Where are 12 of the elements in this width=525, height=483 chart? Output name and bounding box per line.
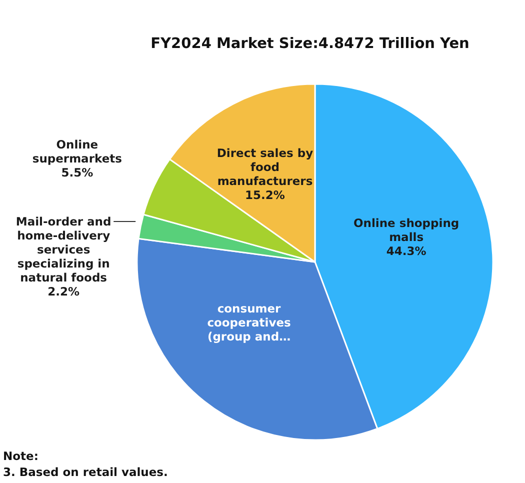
data-label: 2.2% <box>48 284 80 298</box>
chart-title: FY2024 Market Size:4.8472 Trillion Yen <box>150 36 470 52</box>
slice-label: Mail-order and home-delivery services specializing in natural foods <box>16 214 112 284</box>
data-label: 44.3% <box>386 244 427 258</box>
slice-label: Direct sales by food manufacturers <box>216 146 314 188</box>
text: Note: <box>3 448 40 464</box>
slice-label: Online supermarkets <box>32 138 122 166</box>
slice-label: consumer cooperatives (group and… <box>207 302 292 344</box>
data-label: 15.2% <box>245 188 286 202</box>
data-label: 5.5% <box>61 166 94 180</box>
text: 3. Based on retail values. <box>3 464 168 480</box>
slice-label: Online shopping malls <box>354 216 460 244</box>
